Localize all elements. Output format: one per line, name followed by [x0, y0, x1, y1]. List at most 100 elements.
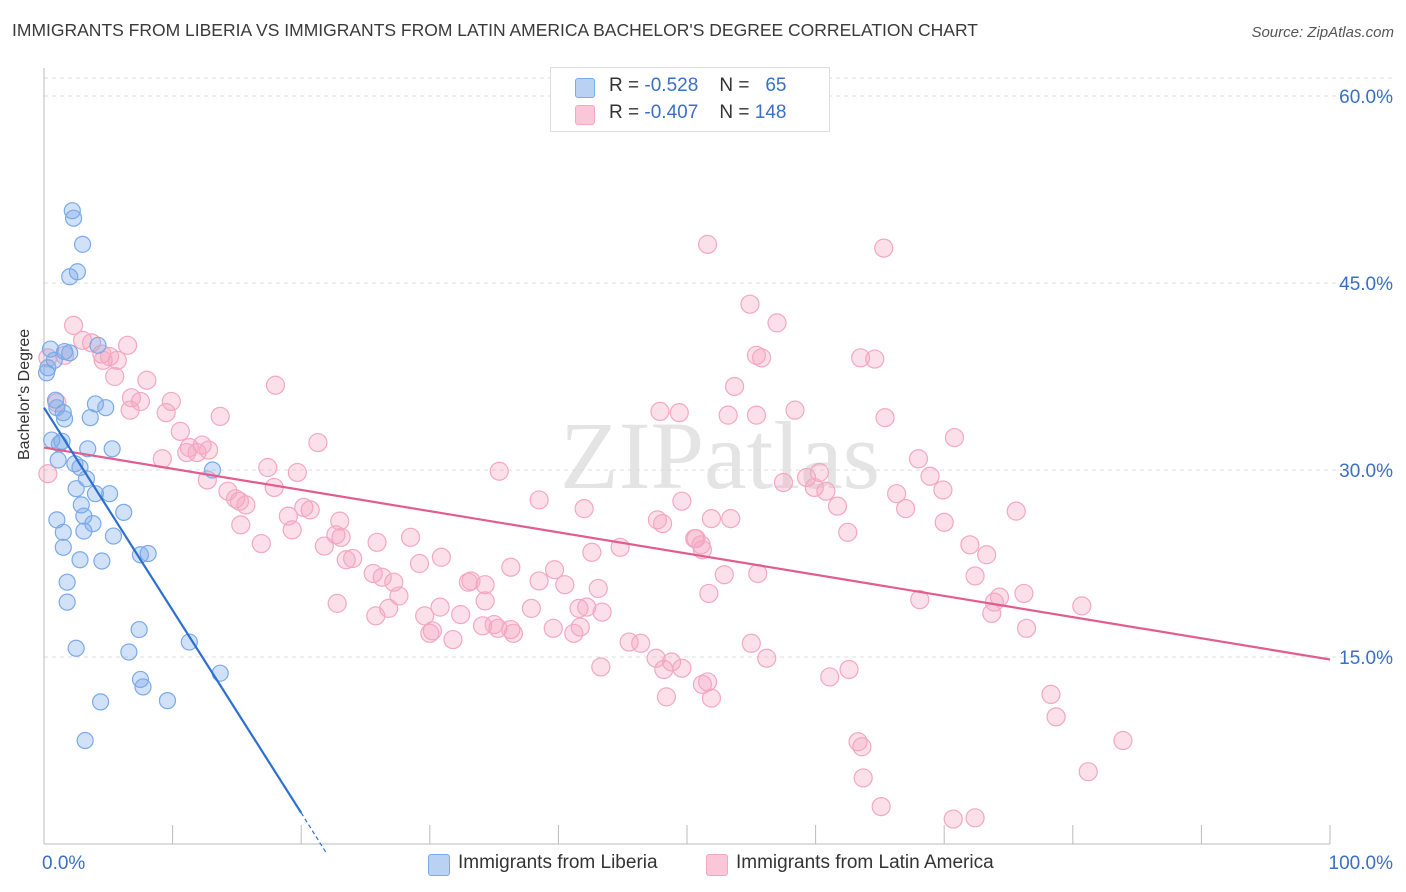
data-point-latin-america [1016, 618, 1037, 638]
bottom-legend-label-latin-america: Immigrants from Latin America [736, 852, 994, 873]
data-point-latin-america [672, 491, 692, 511]
data-point-latin-america [1006, 501, 1026, 521]
legend-n-value: 148 [754, 102, 787, 123]
data-point-latin-america [63, 315, 84, 335]
data-point-liberia [93, 552, 111, 570]
data-point-latin-america [669, 403, 689, 423]
data-point-latin-america [592, 602, 612, 622]
data-point-latin-america [591, 657, 611, 677]
data-point-liberia [115, 503, 133, 521]
data-point-latin-america [650, 401, 670, 422]
data-point-latin-america [852, 737, 872, 757]
data-point-liberia [64, 209, 83, 227]
data-point-latin-america [989, 587, 1010, 607]
data-point-latin-america [415, 606, 435, 626]
data-point-latin-america [697, 672, 718, 692]
x-tick-label-max: 100.0% [1329, 853, 1394, 874]
data-point-liberia [54, 404, 72, 422]
data-point-latin-america [896, 499, 916, 519]
data-point-latin-america [701, 688, 722, 708]
trend-line-liberia [43, 407, 303, 814]
data-point-latin-america [170, 421, 190, 441]
data-point-latin-america [773, 472, 794, 493]
axes [43, 68, 1331, 845]
data-point-liberia [134, 678, 152, 696]
y-tick-label: 45.0% [1339, 274, 1393, 295]
legend-n-label: N = [719, 102, 750, 123]
data-point-latin-america [853, 768, 873, 788]
data-point-latin-america [574, 499, 594, 519]
legend-r-value: -0.407 [644, 102, 699, 123]
trend-line-latin-america [43, 446, 1331, 661]
data-point-latin-america [767, 313, 787, 333]
legend-r-label: R = [609, 102, 640, 123]
data-point-latin-america [851, 348, 871, 368]
data-point-latin-america [804, 477, 824, 498]
data-point-latin-america [327, 593, 347, 613]
data-point-liberia [86, 395, 105, 413]
data-point-latin-america [461, 571, 481, 591]
data-point-latin-america [38, 464, 58, 484]
data-point-latin-america [746, 345, 767, 365]
y-tick-label: 60.0% [1339, 87, 1393, 108]
data-point-latin-america [809, 462, 830, 483]
data-point-latin-america [692, 674, 713, 695]
data-point-liberia [67, 480, 85, 498]
data-point-latin-america [839, 659, 859, 680]
data-point-liberia [139, 544, 157, 563]
data-point-latin-america [661, 652, 682, 672]
data-point-liberia [180, 633, 198, 651]
data-point-latin-america [908, 449, 929, 469]
data-point-liberia [61, 344, 79, 362]
data-point-latin-america [265, 375, 286, 395]
y-tick-label: 15.0% [1339, 648, 1393, 669]
data-point-latin-america [816, 481, 836, 501]
data-point-latin-america [503, 623, 523, 643]
data-point-latin-america [287, 462, 307, 483]
data-point-latin-america [331, 527, 351, 547]
data-point-latin-america [107, 350, 127, 370]
data-point-latin-america [409, 553, 430, 574]
data-point-latin-america [871, 796, 891, 817]
data-point-latin-america [251, 533, 271, 554]
bottom-legend-swatch-liberia [428, 854, 450, 876]
data-point-latin-america [451, 605, 471, 625]
data-point-latin-america [1072, 596, 1092, 616]
data-point-latin-america [910, 590, 930, 610]
series-latin-america [38, 234, 1133, 829]
data-point-latin-america [105, 366, 125, 387]
source-credit: Source: ZipAtlas.com [1251, 24, 1394, 41]
data-point-latin-america [933, 480, 953, 500]
data-point-latin-america [282, 520, 302, 540]
bottom-legend-swatch-latin-america [706, 854, 728, 876]
data-point-latin-america [379, 598, 399, 618]
data-point-latin-america [757, 648, 777, 668]
data-point-liberia [54, 538, 72, 556]
data-point-latin-america [714, 565, 734, 585]
data-point-latin-america [686, 528, 706, 549]
data-point-latin-america [1046, 707, 1066, 727]
legend-n-label: N = [719, 75, 750, 96]
data-point-latin-america [156, 403, 176, 423]
data-point-latin-america [489, 461, 509, 481]
data-point-latin-america [443, 629, 463, 650]
data-point-liberia [58, 593, 76, 611]
data-point-latin-america [314, 536, 334, 556]
data-point-latin-america [746, 405, 767, 425]
data-point-latin-america [475, 591, 495, 611]
data-point-latin-america [400, 527, 421, 547]
data-point-liberia [49, 451, 67, 469]
data-point-latin-america [544, 560, 565, 580]
data-point-latin-america [697, 234, 718, 254]
data-point-liberia [79, 440, 97, 458]
data-point-latin-america [1078, 762, 1098, 782]
data-point-latin-america [820, 667, 840, 687]
data-point-latin-america [875, 408, 895, 428]
data-point-latin-america [701, 509, 722, 529]
data-point-latin-america [475, 575, 495, 595]
data-point-latin-america [874, 238, 894, 258]
data-point-liberia [91, 693, 110, 711]
tick-labels: 15.0% 30.0% 45.0% 60.0% 0.0% 100.0% [42, 87, 1393, 874]
data-point-latin-america [431, 547, 451, 567]
